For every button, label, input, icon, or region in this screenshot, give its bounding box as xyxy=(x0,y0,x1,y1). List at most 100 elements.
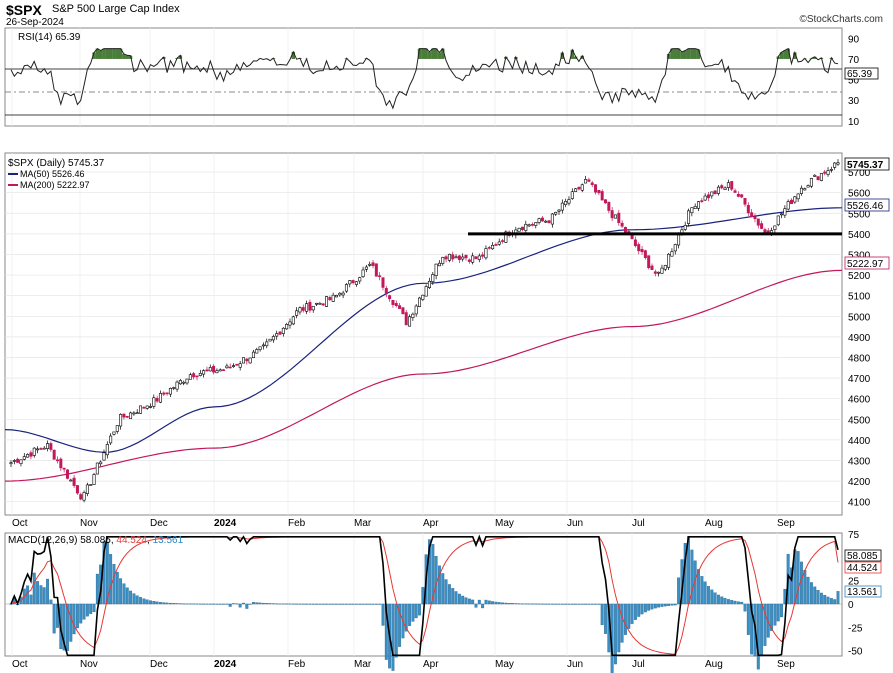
candle-body xyxy=(311,305,315,311)
candle-body xyxy=(700,200,704,202)
macd-histogram-bar xyxy=(271,603,275,605)
candle-body xyxy=(623,227,627,234)
candle-body xyxy=(836,162,840,165)
candle-body xyxy=(318,302,322,305)
candle-body xyxy=(716,186,720,194)
macd-line xyxy=(10,534,839,657)
macd-histogram-bar xyxy=(46,578,49,605)
macd-histogram-bar xyxy=(584,603,588,605)
price-tick-label: 4400 xyxy=(848,436,871,447)
candle-body xyxy=(62,467,66,470)
candle-body xyxy=(22,456,26,460)
macd-histogram-bar xyxy=(723,598,727,605)
x-tick-label: 2024 xyxy=(214,518,237,529)
rsi-overbought-fill xyxy=(125,55,129,59)
macd-histogram-bar xyxy=(833,599,837,605)
candle-body xyxy=(12,460,16,462)
macd-histogram-bar xyxy=(36,581,40,605)
macd-histogram-bar xyxy=(182,603,186,605)
rsi-overbought-fill xyxy=(105,48,110,59)
x-tick-label: Aug xyxy=(705,659,723,670)
candle-body xyxy=(182,381,186,384)
macd-histogram-bar xyxy=(139,597,142,605)
candle-body xyxy=(192,373,196,378)
macd-histogram-bar xyxy=(414,603,418,619)
chart-name: S&P 500 Large Cap Index xyxy=(52,3,180,15)
macd-histogram-bar xyxy=(242,602,245,605)
candle-body xyxy=(158,393,162,403)
x-tick-label: Jul xyxy=(632,518,645,529)
macd-histogram-bar xyxy=(550,603,554,605)
candle-body xyxy=(530,224,534,226)
candle-body xyxy=(451,254,455,260)
candle-body xyxy=(773,225,777,230)
macd-histogram-bar xyxy=(643,603,647,613)
macd-histogram-bar xyxy=(321,603,325,605)
hist-value-tag: 13.561 xyxy=(847,587,878,598)
candle-body xyxy=(733,190,737,193)
candle-body xyxy=(69,479,73,482)
macd-histogram-bar xyxy=(351,603,355,605)
candle-body xyxy=(600,191,604,201)
macd-histogram-bar xyxy=(39,585,43,605)
x-tick-label: Jun xyxy=(567,518,583,529)
candle-body xyxy=(16,458,20,463)
rsi-overbought-fill xyxy=(102,48,106,59)
candle-body xyxy=(494,244,498,246)
candle-body xyxy=(285,324,289,330)
rsi-overbought-fill xyxy=(92,52,96,59)
macd-histogram-bar xyxy=(530,603,534,605)
candle-body xyxy=(454,256,458,259)
candle-body xyxy=(693,205,697,209)
candle-body xyxy=(780,213,784,216)
candle-body xyxy=(49,443,53,450)
candle-body xyxy=(374,263,378,277)
candle-body xyxy=(398,305,402,309)
x-tick-label: Feb xyxy=(288,659,306,670)
macd-histogram-bar xyxy=(434,556,438,605)
rsi-overbought-fill xyxy=(813,56,817,59)
macd-histogram-bar xyxy=(135,595,139,605)
candle-body xyxy=(268,338,272,342)
candle-body xyxy=(308,301,312,311)
price-tick-label: 5700 xyxy=(848,168,871,179)
macd-histogram-bar xyxy=(710,589,714,605)
macd-histogram-bar xyxy=(162,602,166,605)
macd-histogram-bar xyxy=(132,593,136,605)
candle-body xyxy=(760,223,764,229)
macd-histogram-bar xyxy=(195,603,199,605)
macd-histogram-bar xyxy=(703,581,707,605)
macd-histogram-bar xyxy=(640,603,644,615)
x-tick-label: Oct xyxy=(12,518,28,529)
macd-histogram-bar xyxy=(404,603,408,632)
macd-histogram-bar xyxy=(66,603,69,652)
macd-tick-label: 0 xyxy=(848,600,854,611)
macd-histogram-bar xyxy=(305,603,309,605)
candle-body xyxy=(175,381,179,390)
macd-histogram-bar xyxy=(720,596,724,605)
chart-date: 26-Sep-2024 xyxy=(6,17,64,28)
macd-histogram-bar xyxy=(105,541,109,605)
ma200-tag: 5222.97 xyxy=(847,259,884,270)
x-tick-label: Jul xyxy=(632,659,645,670)
candle-body xyxy=(245,358,249,362)
x-tick-label: Oct xyxy=(12,659,28,670)
candle-body xyxy=(491,244,495,250)
macd-histogram-bar xyxy=(92,603,96,613)
candle-body xyxy=(225,365,229,369)
macd-histogram-bar xyxy=(374,603,378,605)
macd-histogram-bar xyxy=(597,603,601,605)
macd-histogram-bar xyxy=(464,597,468,605)
candle-body xyxy=(650,265,654,270)
rsi-overbought-fill xyxy=(118,48,123,59)
candle-body xyxy=(434,263,438,276)
macd-histogram-bar xyxy=(168,602,172,605)
rsi-overbought-fill xyxy=(696,49,701,59)
candle-body xyxy=(730,181,734,190)
macd-histogram-bar xyxy=(627,603,631,629)
macd-x-axis: Oct Nov Dec 2024 Feb Mar Apr May Jun Jul Aug Sep xyxy=(12,659,795,670)
macd-histogram-bar xyxy=(85,603,89,617)
rsi-overbought-fill xyxy=(441,48,445,59)
candle-body xyxy=(122,413,126,418)
macd-histogram-bar xyxy=(707,586,710,605)
